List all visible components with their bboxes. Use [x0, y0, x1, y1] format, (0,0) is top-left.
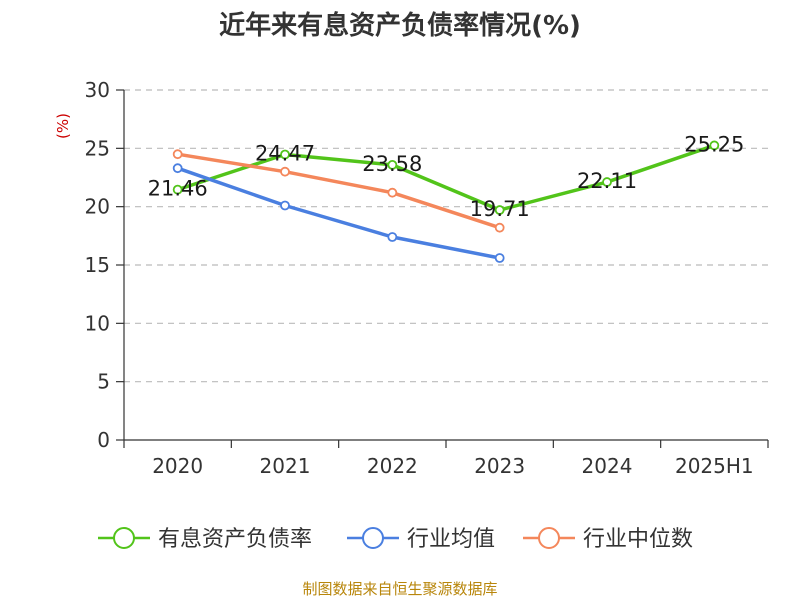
x-tick-label-2025H1: 2025H1 [675, 454, 754, 478]
series-line-2 [175, 152, 502, 230]
y-tick-label-20: 20 [85, 195, 110, 219]
x-tick-label-2023: 2023 [474, 454, 525, 478]
y-tick-label-15: 15 [85, 253, 110, 277]
legend-label-0: 有息资产负债率 [158, 527, 312, 552]
data-label-2024: 22.11 [577, 169, 637, 193]
x-tick-label-2022: 2022 [367, 454, 418, 478]
data-point-s1-2023 [494, 253, 505, 263]
data-point-s1-2020 [172, 163, 183, 174]
data-point-s2-2022 [387, 187, 398, 198]
axes: 0 5 10 15 20 25 30 2020 2021 2022 2023 2024 2025H1 [85, 78, 769, 478]
legend: 有息资产负债率 行业均值 行业中位数 [98, 527, 693, 552]
y-tick-label-25: 25 [85, 136, 110, 160]
series-line-0 [175, 143, 717, 212]
x-tick-label-2021: 2021 [260, 454, 311, 478]
source-note: 制图数据来自恒生聚源数据库 [302, 580, 497, 598]
data-labels: 21.46 24.47 23.58 19.71 22.11 25.25 [148, 132, 745, 221]
y-tick-label-5: 5 [97, 370, 110, 394]
data-label-2020: 21.46 [148, 177, 208, 201]
data-label-2021: 24.47 [255, 142, 315, 166]
data-point-s2-2021 [280, 166, 290, 177]
y-tick-label-0: 0 [97, 428, 110, 452]
legend-label-1: 行业均值 [407, 527, 495, 552]
chart-title: 近年来有息资产负债率情况(%) [219, 10, 581, 41]
data-point-s1-2022 [387, 232, 398, 242]
data-point-s0-2025H1 [709, 140, 720, 151]
data-point-s0-2022 [387, 159, 398, 170]
series-line-1 [175, 166, 502, 260]
y-axis-unit-label: (%) [54, 113, 72, 139]
legend-marker-1 [362, 527, 384, 549]
data-label-2022: 23.58 [362, 152, 422, 176]
data-point-s0-2021 [280, 149, 290, 160]
data-point-s0-2020 [172, 184, 183, 195]
x-tick-label-2024: 2024 [582, 454, 633, 478]
series-lines [172, 140, 720, 263]
legend-label-2: 行业中位数 [583, 527, 693, 552]
data-label-2025H1: 25.25 [684, 132, 744, 156]
legend-marker-2 [538, 527, 560, 549]
legend-marker-0 [113, 527, 135, 549]
data-point-s0-2024 [602, 177, 612, 187]
gridlines [124, 89, 768, 383]
data-point-s2-2023 [494, 222, 505, 233]
y-tick-label-10: 10 [85, 311, 110, 335]
data-label-2023: 19.71 [470, 197, 530, 221]
data-point-s2-2020 [172, 149, 183, 160]
data-point-s1-2021 [280, 200, 290, 211]
data-point-s0-2023 [494, 205, 505, 215]
x-tick-label-2020: 2020 [152, 454, 203, 478]
y-tick-label-30: 30 [85, 78, 110, 102]
